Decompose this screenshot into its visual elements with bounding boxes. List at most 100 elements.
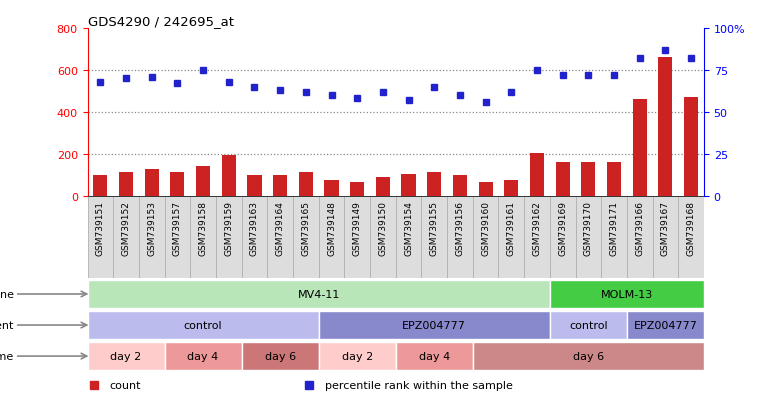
Text: GSM739157: GSM739157 [173, 200, 182, 255]
Bar [247, 175, 262, 196]
FancyBboxPatch shape [678, 196, 704, 279]
FancyBboxPatch shape [653, 196, 678, 279]
Text: GSM739165: GSM739165 [301, 200, 310, 255]
FancyBboxPatch shape [319, 342, 396, 370]
FancyBboxPatch shape [113, 196, 139, 279]
Bar [556, 163, 570, 196]
Text: MOLM-13: MOLM-13 [600, 289, 653, 299]
FancyBboxPatch shape [601, 196, 627, 279]
Bar [273, 175, 287, 196]
FancyBboxPatch shape [88, 196, 113, 279]
FancyBboxPatch shape [164, 342, 242, 370]
Text: GSM739168: GSM739168 [686, 200, 696, 255]
Text: day 6: day 6 [265, 351, 296, 361]
FancyBboxPatch shape [549, 280, 704, 309]
Text: GSM739163: GSM739163 [250, 200, 259, 255]
Text: GSM739154: GSM739154 [404, 200, 413, 255]
FancyBboxPatch shape [242, 342, 319, 370]
Text: day 2: day 2 [110, 351, 142, 361]
Bar [94, 175, 107, 196]
Bar [530, 153, 544, 196]
Bar [402, 174, 416, 196]
FancyBboxPatch shape [88, 342, 164, 370]
FancyBboxPatch shape [575, 196, 601, 279]
Bar [607, 163, 621, 196]
Bar [376, 177, 390, 196]
Text: GSM739156: GSM739156 [455, 200, 464, 255]
Text: EPZ004777: EPZ004777 [633, 320, 697, 330]
Text: GDS4290 / 242695_at: GDS4290 / 242695_at [88, 15, 234, 28]
FancyBboxPatch shape [319, 196, 344, 279]
Text: GSM739159: GSM739159 [224, 200, 234, 255]
FancyBboxPatch shape [498, 196, 524, 279]
FancyBboxPatch shape [549, 196, 575, 279]
FancyBboxPatch shape [370, 196, 396, 279]
Text: GSM739152: GSM739152 [122, 200, 131, 255]
FancyBboxPatch shape [524, 196, 549, 279]
Text: day 2: day 2 [342, 351, 373, 361]
Bar [632, 100, 647, 196]
Bar [119, 172, 133, 196]
Text: GSM739158: GSM739158 [199, 200, 208, 255]
Bar [684, 98, 698, 196]
Bar [324, 180, 339, 196]
Text: control: control [183, 320, 222, 330]
Text: GSM739169: GSM739169 [558, 200, 567, 255]
Text: GSM739171: GSM739171 [610, 200, 619, 255]
Bar [427, 172, 441, 196]
Bar [581, 163, 595, 196]
Text: EPZ004777: EPZ004777 [403, 320, 466, 330]
Bar [479, 183, 492, 196]
FancyBboxPatch shape [473, 196, 498, 279]
Bar [145, 170, 159, 196]
Text: GSM739148: GSM739148 [327, 200, 336, 255]
Text: day 4: day 4 [419, 351, 450, 361]
Bar [658, 58, 673, 196]
FancyBboxPatch shape [88, 196, 704, 279]
FancyBboxPatch shape [139, 196, 164, 279]
Text: GSM739160: GSM739160 [481, 200, 490, 255]
Bar [299, 172, 313, 196]
Text: GSM739161: GSM739161 [507, 200, 516, 255]
FancyBboxPatch shape [190, 196, 216, 279]
Text: percentile rank within the sample: percentile rank within the sample [325, 380, 513, 390]
FancyBboxPatch shape [549, 311, 627, 339]
FancyBboxPatch shape [88, 280, 549, 309]
FancyBboxPatch shape [164, 196, 190, 279]
Text: GSM739155: GSM739155 [430, 200, 439, 255]
FancyBboxPatch shape [473, 342, 704, 370]
Text: day 4: day 4 [187, 351, 218, 361]
Text: count: count [109, 380, 141, 390]
Bar [453, 175, 467, 196]
FancyBboxPatch shape [293, 196, 319, 279]
Text: GSM739167: GSM739167 [661, 200, 670, 255]
Bar [170, 172, 184, 196]
Bar [350, 183, 365, 196]
FancyBboxPatch shape [627, 311, 704, 339]
Bar [196, 167, 210, 196]
Text: agent: agent [0, 320, 14, 330]
FancyBboxPatch shape [88, 311, 319, 339]
FancyBboxPatch shape [396, 342, 473, 370]
Text: GSM739166: GSM739166 [635, 200, 645, 255]
Text: GSM739149: GSM739149 [352, 200, 361, 255]
FancyBboxPatch shape [396, 196, 422, 279]
Text: GSM739170: GSM739170 [584, 200, 593, 255]
FancyBboxPatch shape [447, 196, 473, 279]
FancyBboxPatch shape [319, 311, 549, 339]
FancyBboxPatch shape [267, 196, 293, 279]
Text: cell line: cell line [0, 289, 14, 299]
Bar [221, 155, 236, 196]
FancyBboxPatch shape [242, 196, 267, 279]
FancyBboxPatch shape [344, 196, 370, 279]
Text: day 6: day 6 [573, 351, 604, 361]
Text: time: time [0, 351, 14, 361]
Text: GSM739153: GSM739153 [147, 200, 156, 255]
FancyBboxPatch shape [627, 196, 653, 279]
Text: GSM739151: GSM739151 [96, 200, 105, 255]
Bar [505, 180, 518, 196]
Text: GSM739150: GSM739150 [378, 200, 387, 255]
Text: control: control [569, 320, 608, 330]
Text: GSM739162: GSM739162 [533, 200, 542, 255]
FancyBboxPatch shape [422, 196, 447, 279]
